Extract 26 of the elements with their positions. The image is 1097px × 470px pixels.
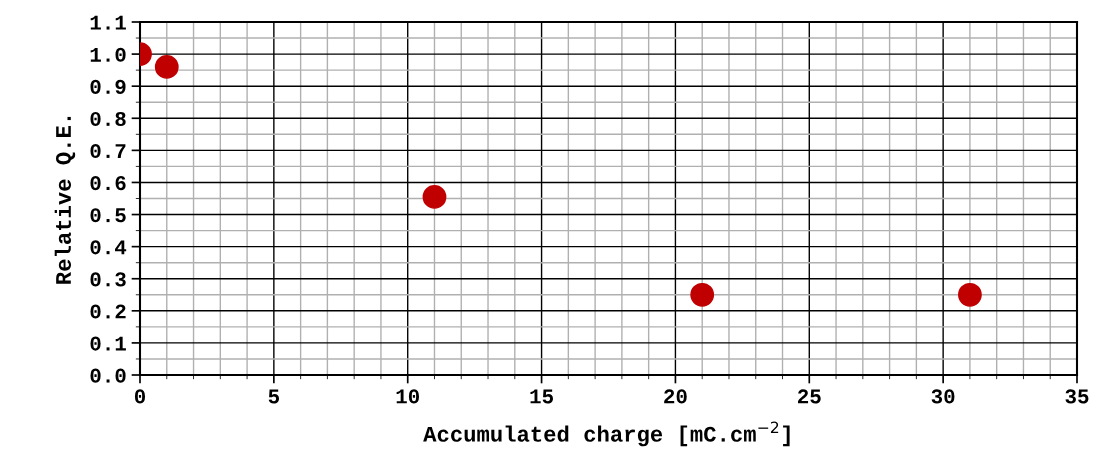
x-tick-label: 15 <box>530 389 553 404</box>
x-tick-label: 35 <box>1065 389 1089 404</box>
y-tick-label: 1.0 <box>90 47 126 62</box>
point <box>154 55 179 79</box>
x-tick-label: 5 <box>268 389 280 404</box>
x-tick-label: 20 <box>664 389 687 404</box>
y-tick-label: 0.8 <box>90 111 126 127</box>
y-tick-label: 0.0 <box>90 368 126 383</box>
y-tick-label: 0.2 <box>90 304 126 319</box>
y-tick-label: 0.4 <box>90 240 127 255</box>
x-axis-title: Accumulated charge [mC.cm$^{−2}$] <box>423 421 790 447</box>
point <box>422 185 447 209</box>
x-tick-label: 25 <box>798 389 821 404</box>
y-tick-label: 0.3 <box>90 272 126 287</box>
point <box>690 282 715 307</box>
y-tick-label: 0.7 <box>90 143 126 159</box>
y-tick-label: 0.9 <box>90 79 126 94</box>
x-tick-label: 30 <box>931 389 955 404</box>
x-tick-label: 0 <box>134 389 146 404</box>
x-tick-label: 10 <box>396 389 420 404</box>
point <box>958 282 982 307</box>
y-axis-title: Relative Q.E. <box>54 116 76 284</box>
y-tick-label: 0.1 <box>90 336 126 351</box>
y-tick-label: 0.5 <box>90 208 126 223</box>
y-tick-label: 0.6 <box>90 176 126 191</box>
y-tick-label: 1.1 <box>90 15 126 30</box>
